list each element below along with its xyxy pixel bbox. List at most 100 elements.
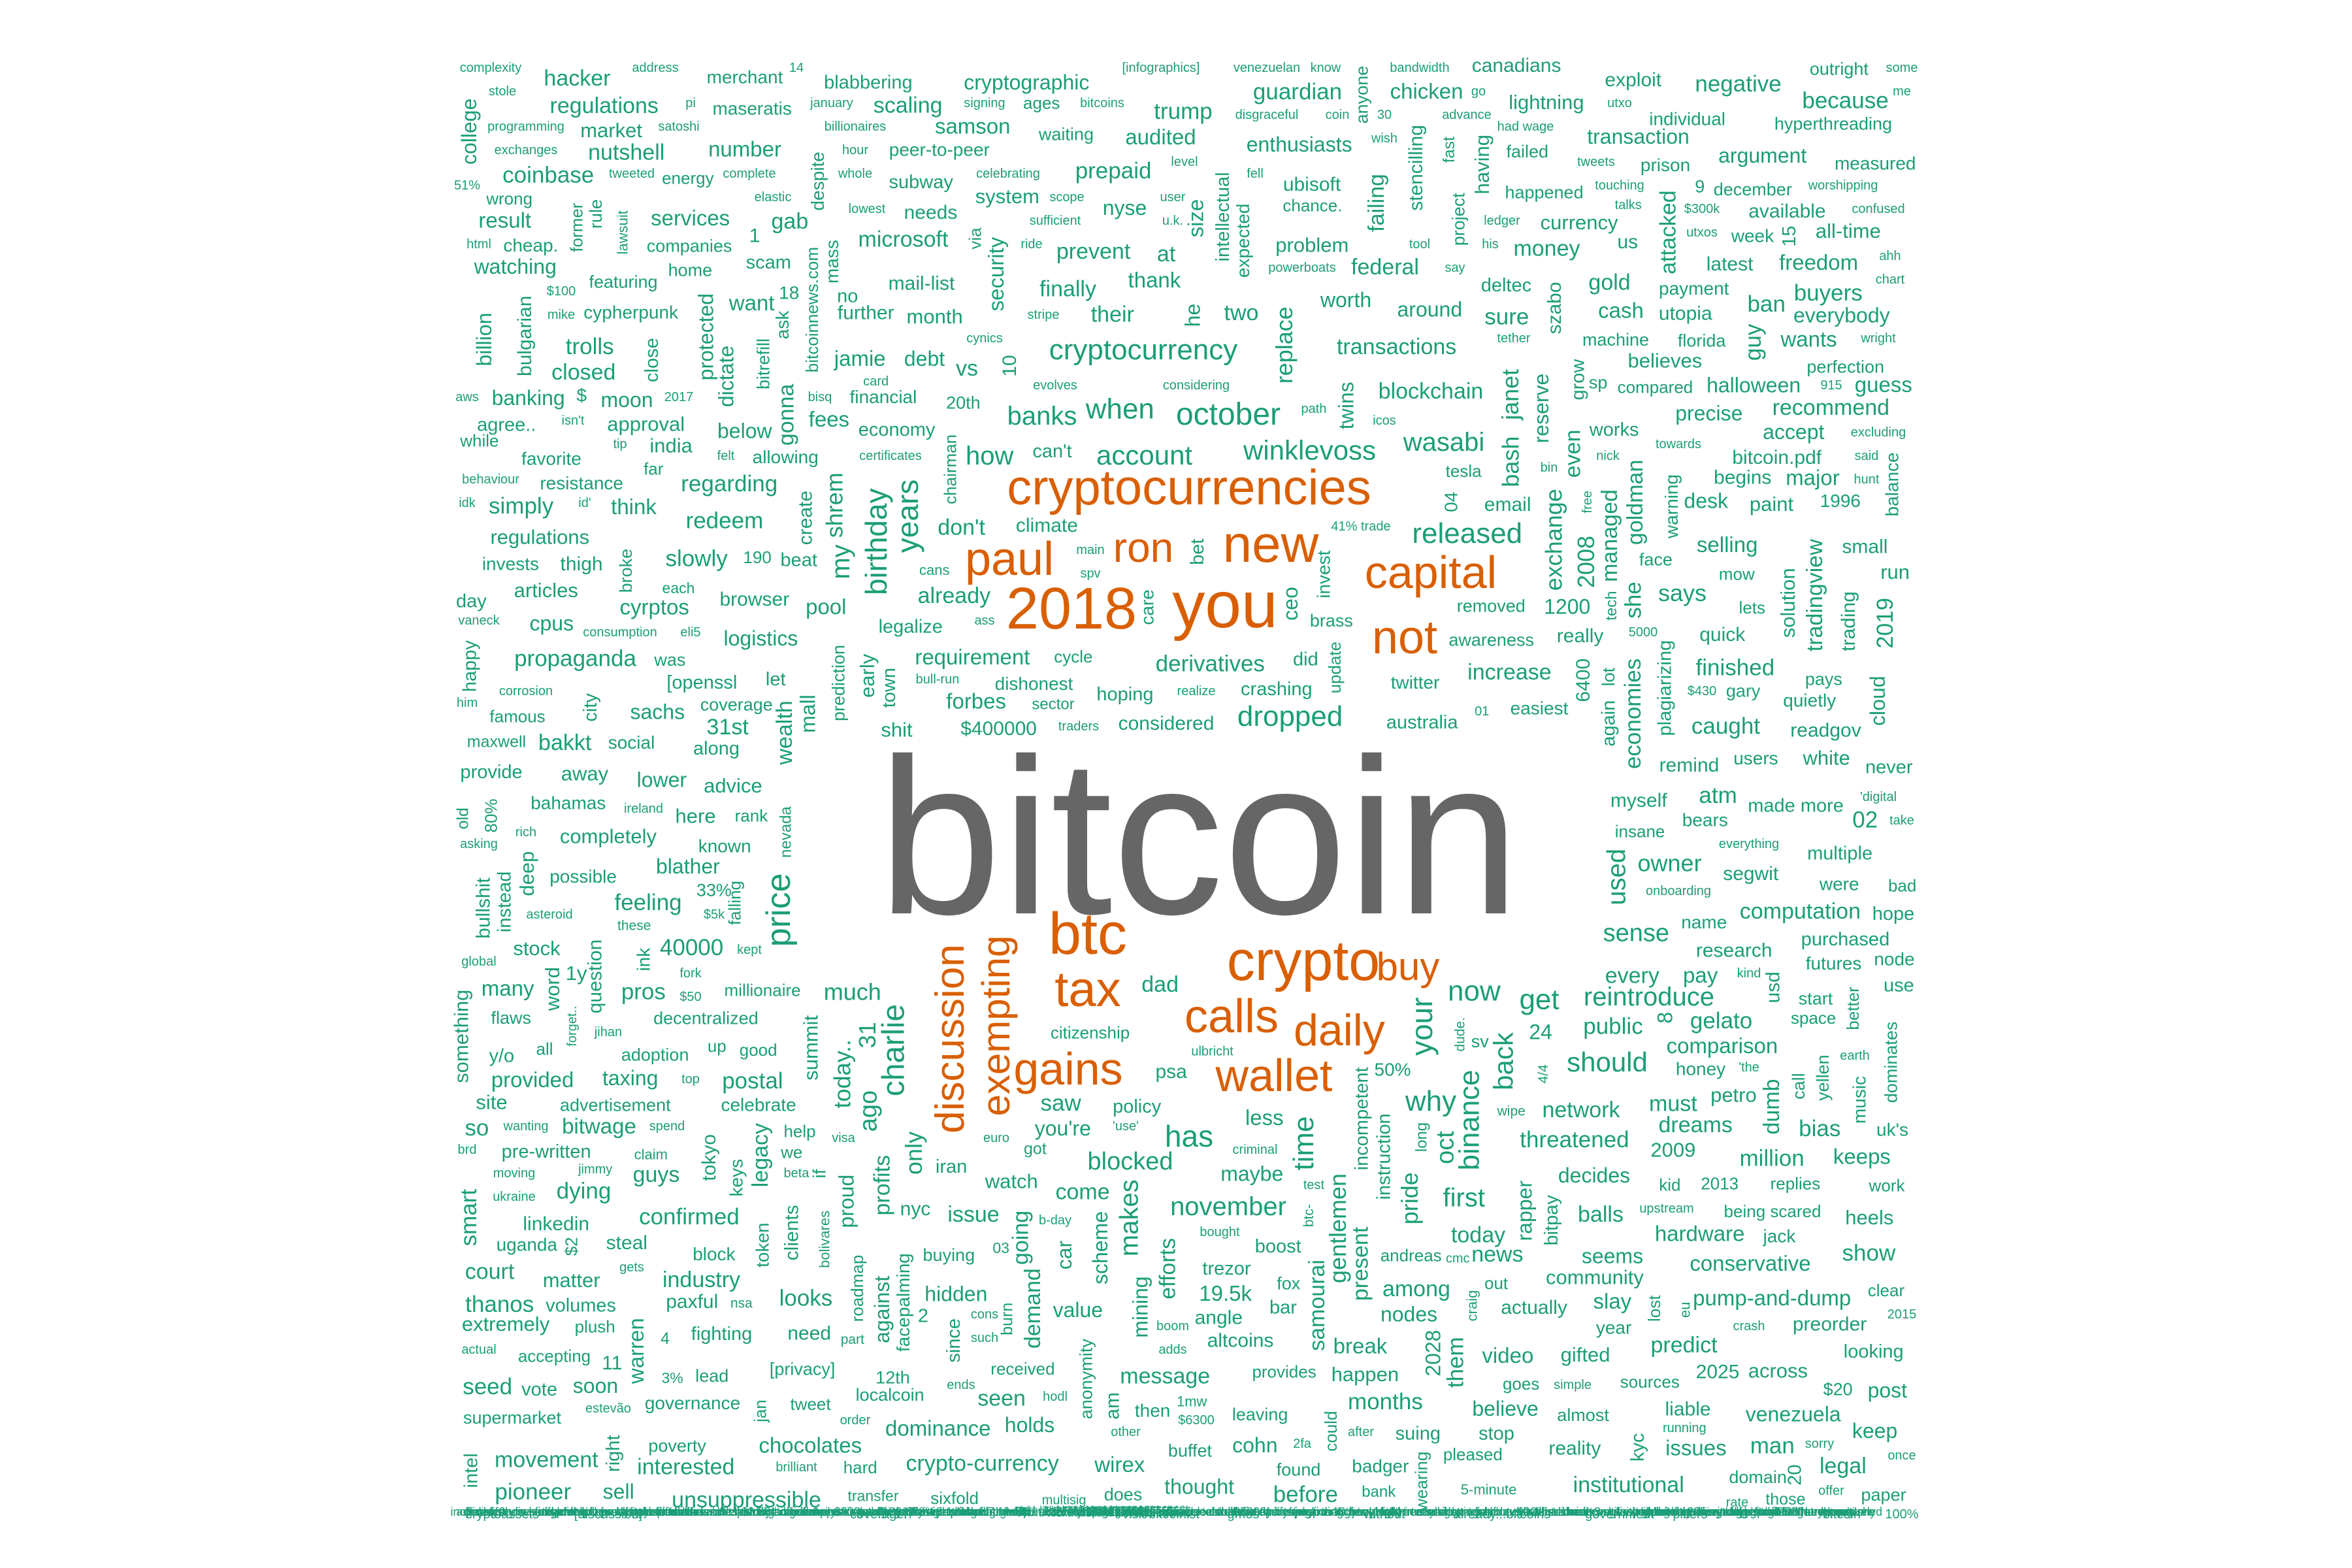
word: moon	[601, 388, 653, 412]
word: florida	[1678, 331, 1727, 350]
word: 10th	[1332, 1505, 1355, 1518]
word: feels	[1073, 1505, 1098, 1518]
word: maxwell	[467, 732, 526, 751]
word: computation	[1740, 899, 1861, 924]
word: where	[904, 1505, 936, 1518]
word: bitcoin.pdf	[1732, 447, 1821, 468]
word: stock	[513, 937, 561, 960]
word: community	[1546, 1266, 1644, 1288]
word: derivatives	[1156, 651, 1265, 677]
word: cyrptos	[620, 595, 689, 619]
word: bar	[1269, 1297, 1297, 1318]
word: machine	[1582, 330, 1649, 350]
word: guardian	[1253, 79, 1342, 105]
word: $20	[1823, 1379, 1853, 1399]
word: evolves	[1033, 378, 1077, 393]
word: face	[1639, 549, 1673, 569]
word: good	[740, 1040, 777, 1060]
word: enthusiasts	[1247, 133, 1352, 156]
word: number	[708, 137, 781, 161]
word: were	[1819, 874, 1859, 894]
word: facepalming	[893, 1253, 913, 1352]
word: email	[1484, 494, 1531, 515]
word: inflation	[971, 1505, 1011, 1518]
word: part	[841, 1332, 864, 1347]
word: christchurch	[1641, 1505, 1705, 1518]
word: expected	[1233, 203, 1253, 278]
word: he	[1181, 304, 1205, 327]
word: hit	[1267, 1505, 1279, 1518]
word: message	[1120, 1364, 1210, 1388]
word: wanting	[503, 1119, 549, 1134]
word: 3%	[662, 1369, 683, 1386]
word: 1.7.1	[978, 1505, 1004, 1518]
word: love	[557, 1505, 578, 1518]
word: calls	[1184, 990, 1279, 1043]
word: btc-	[1301, 1204, 1316, 1227]
word: balance	[1882, 452, 1903, 516]
word: segwit	[1723, 863, 1779, 885]
word: inevitably	[1695, 1505, 1744, 1518]
word: nevada	[777, 806, 795, 858]
word: 75% detect	[1056, 1505, 1115, 1518]
word: using	[1282, 1505, 1311, 1518]
word: pump-and-dump	[1693, 1286, 1851, 1310]
word: after	[1348, 1425, 1374, 1439]
word: december	[1714, 180, 1792, 199]
word: so	[465, 1115, 489, 1141]
word: amazon	[1535, 1505, 1576, 1518]
word: further	[838, 302, 894, 324]
word: ubisoft	[1283, 174, 1341, 195]
word: ends	[947, 1378, 975, 1392]
word: solution	[1776, 568, 1799, 638]
word: increase	[1467, 660, 1552, 685]
word: volumes	[546, 1296, 616, 1316]
word: jimmy	[578, 1162, 612, 1177]
word: guys	[633, 1162, 680, 1187]
word: provided	[491, 1068, 574, 1092]
word: some	[1886, 61, 1918, 75]
word: chairman	[941, 434, 960, 504]
word: predict	[1650, 1333, 1718, 1358]
word: adoption	[621, 1045, 689, 1064]
word: samson	[935, 114, 1011, 139]
word: analyst	[808, 1505, 845, 1518]
word: offer	[1818, 1484, 1844, 1498]
word: 1y	[566, 962, 587, 985]
word: wirex	[1094, 1452, 1145, 1477]
word: goldman	[1623, 460, 1648, 545]
word: time	[1288, 1116, 1320, 1170]
word: work	[1869, 1176, 1906, 1196]
word: all	[536, 1039, 553, 1059]
word: boost	[1255, 1236, 1301, 1257]
word: grandma	[1767, 1505, 1814, 1518]
word: bull	[1005, 1505, 1024, 1518]
word: 6400	[1573, 659, 1594, 702]
word: account	[1096, 440, 1192, 470]
word: made more	[1748, 796, 1844, 817]
word: resistance	[540, 473, 623, 493]
word: $5000	[1233, 1505, 1266, 1518]
word: money	[1513, 237, 1580, 261]
word: rank	[735, 806, 769, 825]
word: banks	[1007, 402, 1077, 431]
word: b-day	[1039, 1213, 1071, 1228]
word: money'	[1819, 1505, 1856, 1518]
word: bear	[815, 1505, 838, 1518]
word: coin	[1326, 108, 1350, 122]
word: measure	[686, 1505, 732, 1518]
word: went	[1707, 1505, 1733, 1518]
word: high	[980, 1505, 1002, 1518]
word: isn't	[562, 414, 585, 428]
word: 2009	[1650, 1139, 1695, 1162]
word: 'use'	[1113, 1119, 1139, 1134]
word: house	[669, 1505, 701, 1518]
word: order	[840, 1413, 871, 1428]
word: known	[698, 836, 751, 857]
word: 02	[1852, 807, 1878, 832]
word: hoping	[1096, 684, 1153, 705]
word: precise	[1675, 401, 1742, 425]
word: zealand	[947, 1505, 988, 1518]
word: folks	[1755, 1505, 1779, 1518]
word: little	[1380, 1505, 1401, 1518]
